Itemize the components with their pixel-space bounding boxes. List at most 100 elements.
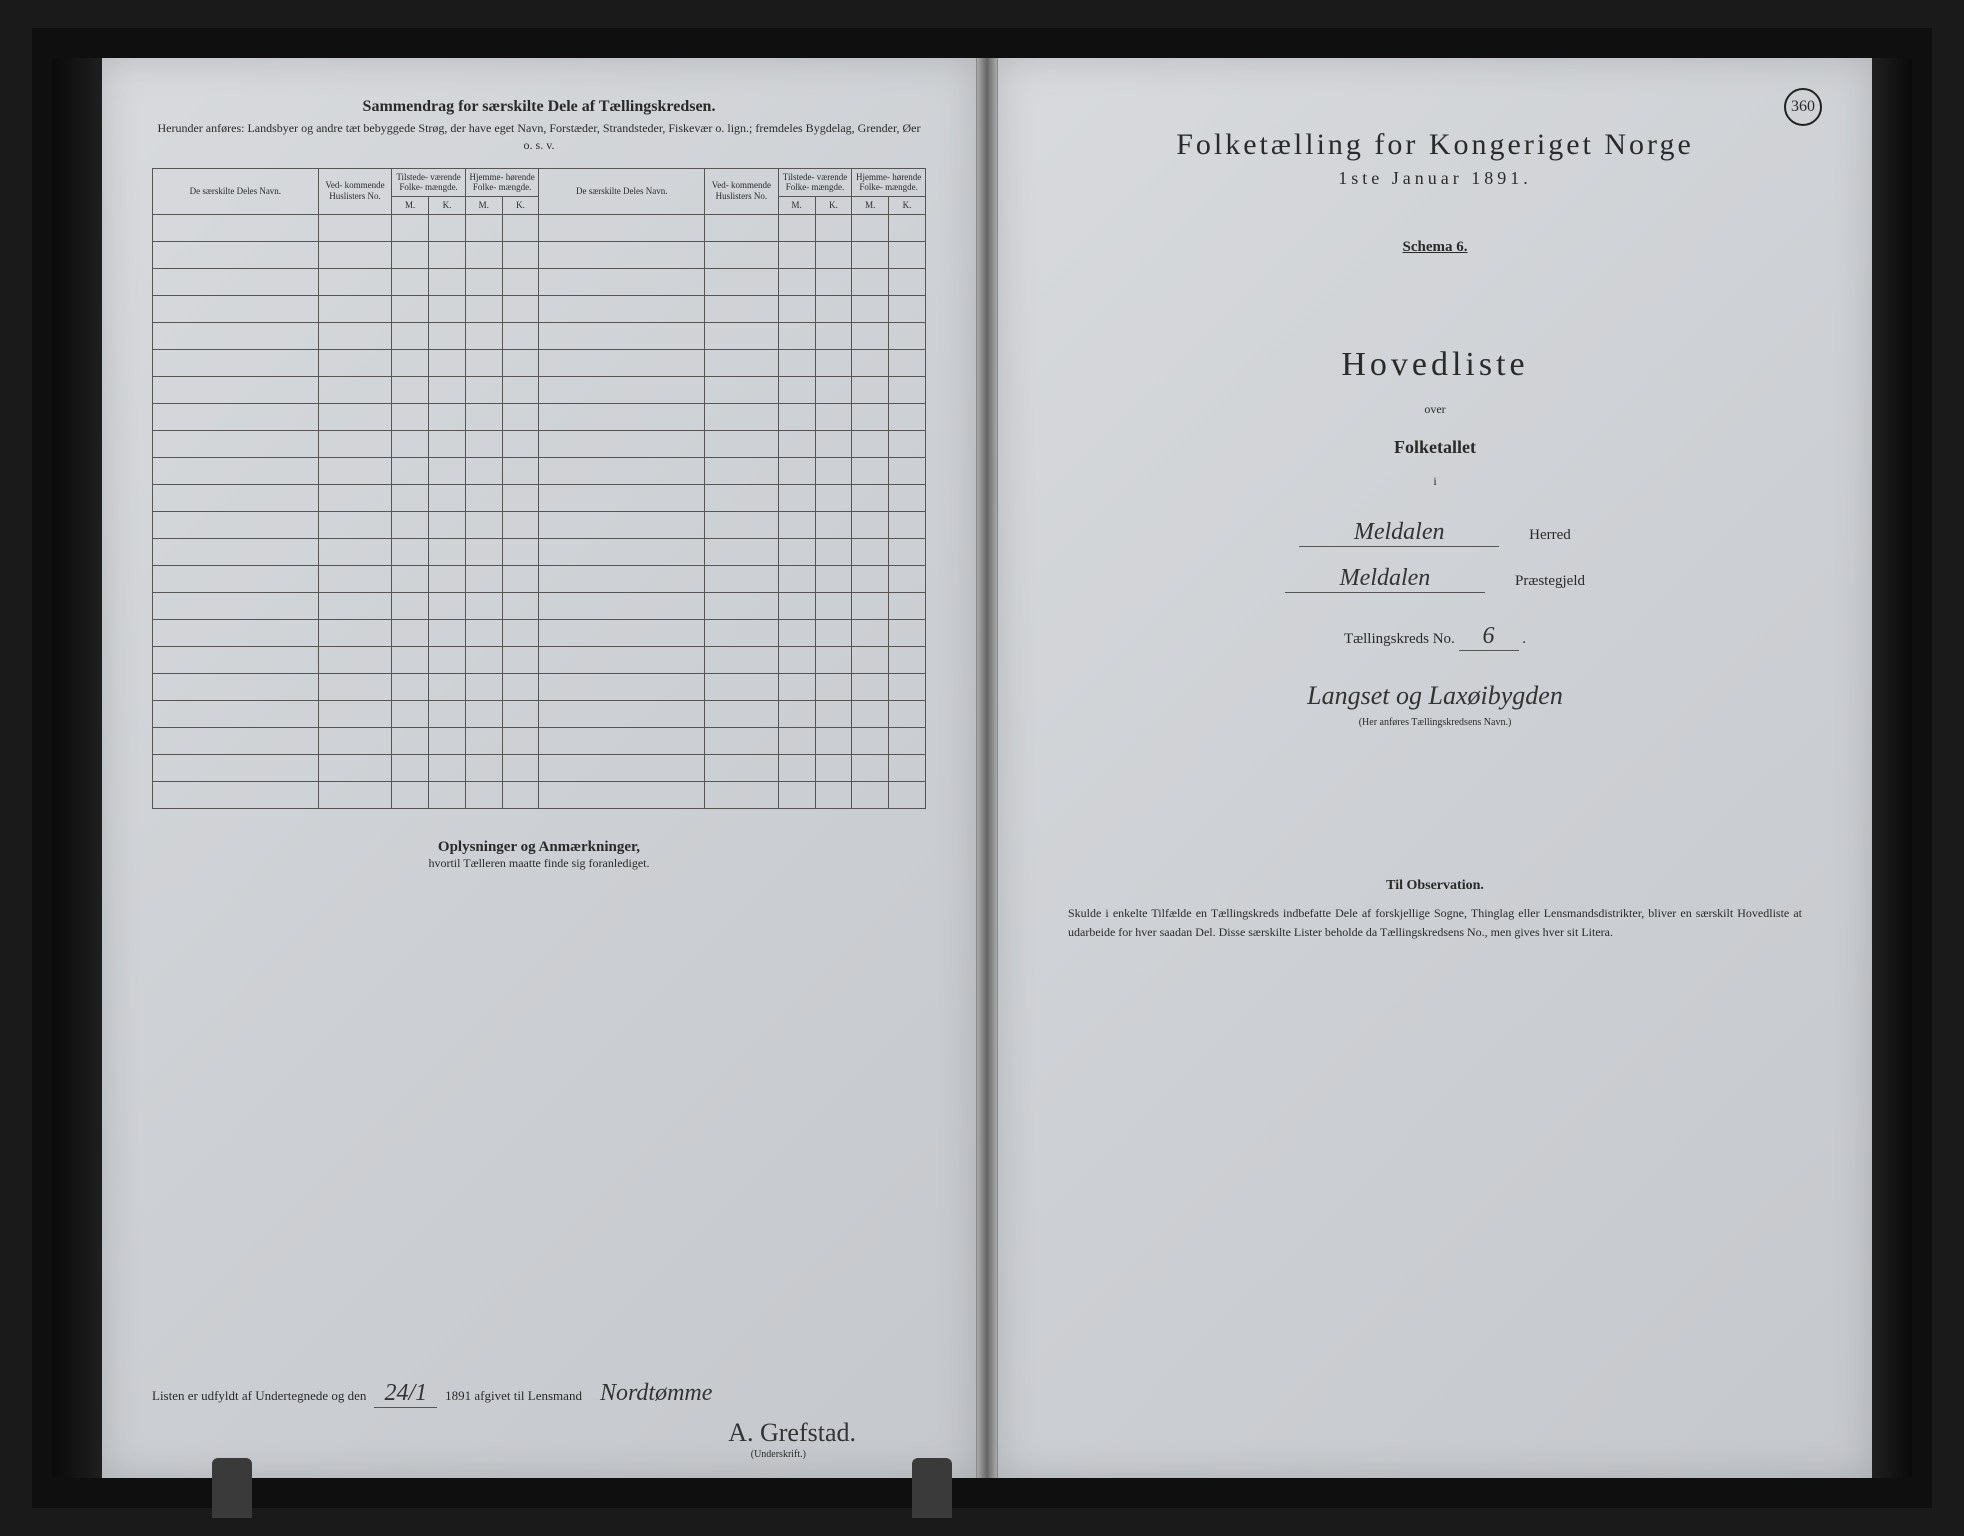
table-cell <box>318 754 392 781</box>
table-cell <box>392 673 429 700</box>
th-hjemme-2: Hjemme- hørende Folke- mængde. <box>852 168 926 197</box>
table-cell <box>429 430 466 457</box>
table-cell <box>465 484 502 511</box>
remarks-subtitle: hvortil Tælleren maatte finde sig foranl… <box>152 856 926 871</box>
summary-table: De særskilte Deles Navn. Ved- kommende H… <box>152 168 926 809</box>
th-huslisters-1: Ved- kommende Huslisters No. <box>318 168 392 214</box>
table-cell <box>889 268 926 295</box>
table-cell <box>392 754 429 781</box>
schema-label: Schema 6. <box>1048 239 1822 256</box>
kreds-label: Tællingskreds No. <box>1344 631 1455 647</box>
table-cell <box>465 565 502 592</box>
table-cell <box>705 403 779 430</box>
table-cell <box>153 430 319 457</box>
table-cell <box>852 322 889 349</box>
table-cell <box>465 646 502 673</box>
th-tilstede-1: Tilstede- værende Folke- mængde. <box>392 168 466 197</box>
table-cell <box>392 619 429 646</box>
kreds-no: 6 <box>1459 623 1519 651</box>
table-cell <box>465 700 502 727</box>
table-cell <box>539 538 705 565</box>
table-cell <box>429 511 466 538</box>
table-cell <box>502 592 539 619</box>
table-cell <box>153 295 319 322</box>
table-cell <box>815 457 852 484</box>
table-cell <box>889 619 926 646</box>
table-cell <box>705 646 779 673</box>
table-cell <box>852 511 889 538</box>
th-navn-2: De særskilte Deles Navn. <box>539 168 705 214</box>
table-cell <box>705 322 779 349</box>
table-cell <box>392 727 429 754</box>
table-cell <box>889 754 926 781</box>
table-cell <box>502 484 539 511</box>
table-cell <box>465 295 502 322</box>
table-cell <box>889 565 926 592</box>
table-row <box>153 538 926 565</box>
prestegjeld-label: Præstegjeld <box>1515 573 1585 590</box>
table-cell <box>815 781 852 808</box>
table-cell <box>429 727 466 754</box>
table-cell <box>429 376 466 403</box>
table-cell <box>539 349 705 376</box>
prestegjeld-row: Meldalen Præstegjeld <box>1048 565 1822 593</box>
table-row <box>153 349 926 376</box>
table-cell <box>502 781 539 808</box>
table-cell <box>318 403 392 430</box>
table-cell <box>778 295 815 322</box>
table-cell <box>852 295 889 322</box>
binding-clip-right <box>912 1458 952 1518</box>
table-cell <box>392 241 429 268</box>
table-cell <box>705 700 779 727</box>
table-cell <box>778 241 815 268</box>
table-cell <box>465 673 502 700</box>
herred-row: Meldalen Herred <box>1048 519 1822 547</box>
table-cell <box>852 619 889 646</box>
table-cell <box>318 268 392 295</box>
table-cell <box>778 214 815 241</box>
table-cell <box>502 538 539 565</box>
remarks-title: Oplysninger og Anmærkninger, <box>152 839 926 856</box>
table-cell <box>318 673 392 700</box>
table-cell <box>502 295 539 322</box>
table-row <box>153 322 926 349</box>
table-cell <box>852 268 889 295</box>
table-cell <box>502 700 539 727</box>
table-row <box>153 754 926 781</box>
table-cell <box>778 430 815 457</box>
table-cell <box>539 781 705 808</box>
table-cell <box>429 592 466 619</box>
table-cell <box>392 592 429 619</box>
table-cell <box>815 538 852 565</box>
table-cell <box>502 322 539 349</box>
table-cell <box>778 484 815 511</box>
table-cell <box>852 430 889 457</box>
table-cell <box>392 511 429 538</box>
table-cell <box>153 484 319 511</box>
table-cell <box>852 727 889 754</box>
table-cell <box>465 241 502 268</box>
table-cell <box>889 646 926 673</box>
census-title: Folketælling for Kongeriget Norge <box>1048 128 1822 162</box>
table-cell <box>539 592 705 619</box>
table-cell <box>318 349 392 376</box>
table-cell <box>429 565 466 592</box>
table-cell <box>815 592 852 619</box>
herred-label: Herred <box>1529 527 1571 544</box>
observation-text: Skulde i enkelte Tilfælde en Tællingskre… <box>1048 904 1822 942</box>
sig-text-1: Listen er udfyldt af Undertegnede og den <box>152 1388 366 1404</box>
table-cell <box>778 457 815 484</box>
table-cell <box>815 511 852 538</box>
table-cell <box>778 565 815 592</box>
table-cell <box>392 457 429 484</box>
table-cell <box>778 538 815 565</box>
table-cell <box>705 430 779 457</box>
table-cell <box>392 214 429 241</box>
table-cell <box>153 781 319 808</box>
table-cell <box>392 403 429 430</box>
table-cell <box>778 376 815 403</box>
table-cell <box>705 214 779 241</box>
sig-name-2: A. Grefstad. <box>728 1418 856 1448</box>
table-cell <box>392 646 429 673</box>
table-cell <box>318 214 392 241</box>
